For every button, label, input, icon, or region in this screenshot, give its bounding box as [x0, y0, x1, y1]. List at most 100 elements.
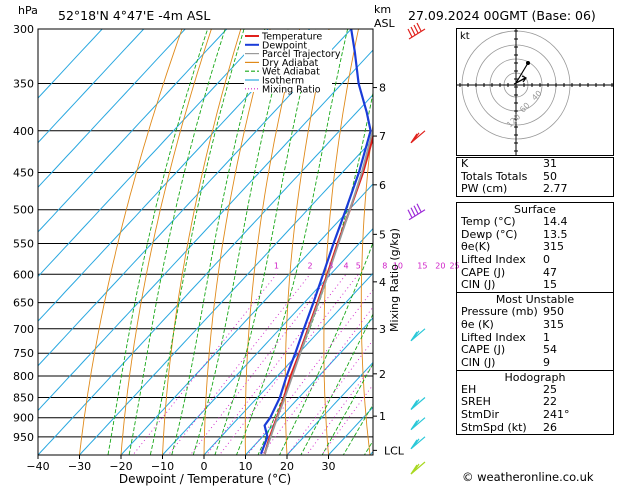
- legend-entry: Dewpoint: [262, 40, 307, 51]
- mixing-ratio-label: 2: [307, 261, 312, 270]
- dry-adiabat-line: [79, 29, 183, 455]
- mixing-ratio-line: [132, 274, 277, 455]
- dry-adiabat-line: [203, 29, 271, 455]
- copyright-footer: © weatheronline.co.uk: [462, 470, 594, 484]
- surface-title: Surface: [514, 203, 556, 216]
- hodo-label: SREH: [461, 395, 491, 409]
- hodograph: kt 40 60 120: [456, 28, 614, 156]
- hodo-row: SREH 22: [457, 396, 613, 409]
- mu-row: CAPE (J) 54: [457, 343, 613, 357]
- hodograph-point: [526, 61, 530, 65]
- legend-entry: Dry Adiabat: [262, 58, 319, 69]
- temperature-tick-label: 0: [201, 460, 208, 473]
- pressure-tick-label: 400: [13, 125, 34, 138]
- isotherm-line: [38, 29, 228, 233]
- isotherm-line: [327, 406, 373, 455]
- mu-label: Lifted Index: [461, 330, 526, 344]
- mixing-ratio-label: 25: [449, 261, 459, 270]
- dry-adiabat-line: [360, 120, 373, 455]
- surface-label: CIN (J): [461, 278, 496, 292]
- wet-adiabat-line: [192, 29, 289, 455]
- index-label: PW (cm): [461, 182, 508, 196]
- mu-value: 9: [543, 355, 550, 369]
- legend-entry: Temperature: [261, 32, 322, 43]
- pressure-tick-label: 900: [13, 412, 34, 425]
- dry-adiabat-line: [244, 29, 301, 455]
- dry-adiabat-line: [162, 29, 242, 455]
- wind-barb: [410, 417, 426, 431]
- surface-label: θe(K): [461, 240, 491, 254]
- isotherm-line: [38, 29, 186, 188]
- wet-adiabat-line: [128, 29, 226, 455]
- isotherm-line: [161, 227, 373, 455]
- x-axis-label: Dewpoint / Temperature (°C): [119, 472, 291, 486]
- isotherm-line: [38, 29, 352, 367]
- temperature-tick-label: 10: [239, 460, 253, 473]
- pressure-tick-label: 650: [13, 297, 34, 310]
- mu-row: θe (K) 315: [457, 318, 613, 332]
- mu-label: CIN (J): [461, 355, 496, 369]
- dry-adiabat-line: [623, 0, 629, 472]
- wet-adiabat-line: [107, 29, 209, 455]
- mu-row: Lifted Index 1: [457, 330, 613, 345]
- mixing-ratio-label: 8: [382, 261, 387, 270]
- hodo-value: 26: [543, 420, 557, 434]
- wet-adiabat-line: [236, 29, 349, 455]
- mixing-ratio-line: [167, 274, 311, 455]
- mu-value: 54: [543, 343, 557, 357]
- height-km-label: 5: [379, 228, 386, 241]
- mu-row: CIN (J) 9: [457, 355, 613, 370]
- mixing-ratio-line: [321, 384, 373, 455]
- mixing-ratio-label: 3: [328, 261, 333, 270]
- index-value: 50: [543, 169, 557, 183]
- wind-barb: [410, 461, 426, 475]
- mixing-ratio-label: 20: [435, 261, 445, 270]
- surface-value: 0: [543, 253, 550, 267]
- asl-label: ASL: [374, 17, 396, 30]
- mixing-ratio-label: 15: [417, 261, 427, 270]
- surface-label: Lifted Index: [461, 253, 526, 267]
- temperature-tick-label: 30: [322, 460, 336, 473]
- surface-value: 13.5: [543, 227, 568, 241]
- pressure-tick-label: 800: [13, 370, 34, 383]
- hodograph-trace: [515, 62, 529, 84]
- km-label: km: [374, 3, 391, 16]
- indices-table: K 31 Totals Totals 50 PW (cm) 2.77: [456, 157, 614, 198]
- hodograph-kt-label: kt: [460, 31, 470, 42]
- index-value: 31: [543, 157, 557, 170]
- pressure-tick-label: 550: [13, 237, 34, 250]
- dewpoint-profile: [259, 29, 372, 455]
- wet-adiabat-line: [300, 313, 373, 455]
- surface-row: θe(K) 315: [457, 241, 613, 254]
- mu-label: CAPE (J): [461, 343, 506, 357]
- temperature-tick-label: 20: [280, 460, 294, 473]
- isotherm-line: [38, 29, 269, 278]
- height-km-label: 2: [379, 368, 386, 381]
- mixing-ratio-line: [205, 274, 347, 455]
- mixing-ratio-line: [286, 339, 373, 455]
- mu-value: 950: [543, 305, 564, 319]
- height-km-label: 7: [379, 130, 386, 143]
- pressure-tick-label: 950: [13, 431, 34, 444]
- wind-barb: [410, 436, 426, 450]
- surface-label: CAPE (J): [461, 265, 506, 279]
- hodo-row: EH 25: [457, 383, 613, 397]
- hodo-value: 241°: [543, 407, 570, 421]
- dry-adiabat-line: [323, 29, 359, 455]
- wind-barb: [410, 328, 426, 342]
- height-km-label: 8: [379, 82, 386, 95]
- dry-adiabat-line: [120, 29, 212, 455]
- index-label: K: [461, 157, 469, 170]
- pressure-tick-label: 750: [13, 347, 34, 360]
- mixing-ratio-line: [306, 364, 373, 455]
- pressure-tick-label: 850: [13, 391, 34, 404]
- pressure-tick-label: 450: [13, 166, 34, 179]
- temperature-tick-label: −40: [26, 460, 49, 473]
- isotherm-line: [38, 49, 373, 412]
- parcel-trajectory-profile: [263, 124, 373, 455]
- pressure-tick-label: 300: [13, 23, 34, 36]
- surface-label: Temp (°C): [461, 215, 516, 228]
- temperature-tick-label: −20: [109, 460, 132, 473]
- surface-row: Dewp (°C) 13.5: [457, 227, 613, 242]
